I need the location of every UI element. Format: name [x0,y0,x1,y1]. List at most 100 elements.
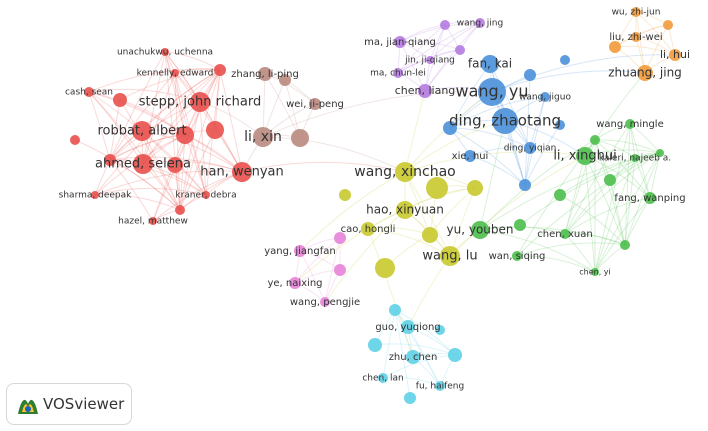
edge [74,139,181,211]
node-label: li, xin [244,129,282,145]
edge [519,152,661,226]
node-label: zhuang, jing [608,66,682,80]
edge [479,229,596,273]
node [368,338,382,352]
node-label: ma, jian-qiang [364,37,436,48]
node [604,174,616,186]
node-label: wei, ji-peng [286,99,344,110]
edge [479,120,506,231]
node [560,229,570,239]
node [435,381,445,391]
edge [94,194,181,211]
edge [164,51,207,196]
node [422,227,438,243]
node-label: ye, naixing [267,278,322,289]
edge [559,194,626,246]
node [524,142,536,154]
node [175,205,185,215]
edge [449,127,531,149]
node [440,20,450,30]
node [132,121,152,141]
node [554,189,566,201]
edge [594,139,626,246]
node [404,392,416,404]
node-label: wang, yu [456,82,529,101]
node [418,84,432,98]
node [149,217,157,225]
edge [109,159,207,196]
edge [564,123,631,235]
node [631,7,641,17]
node [492,108,518,134]
edge [382,309,396,379]
node [467,180,483,196]
node [253,127,273,147]
edge [594,197,651,273]
node [401,320,415,334]
edge [524,96,546,186]
edge [564,152,661,235]
edge [109,159,154,222]
node [464,150,476,162]
node-label: chen, lan [362,374,403,384]
node [190,92,210,112]
edge [479,226,626,246]
node [378,373,388,383]
edge [516,255,596,273]
edge [629,123,651,199]
edge [564,157,636,235]
node-label: cao, hongli [341,224,396,235]
edge [94,187,207,196]
edge [594,123,631,273]
node [334,264,346,276]
edge [174,69,221,166]
edge [142,51,166,165]
edge [524,74,531,186]
node [475,18,485,28]
node [609,41,621,53]
node [320,297,330,307]
node-label: cash, sean [65,88,113,98]
node-label: li, hui [660,48,690,61]
node [637,65,653,81]
node [394,36,406,48]
edge [88,91,181,211]
node-label: wan, siqing [489,251,546,262]
node-label: wang, xinchao [354,164,455,180]
node-label: wang, jing [457,19,503,29]
edge [109,72,176,161]
edge [174,72,181,211]
edge [559,152,661,196]
node-label: xie, hui [452,151,489,162]
node-label: fang, wanping [614,193,685,204]
edge [479,139,596,231]
node [393,68,403,78]
node [133,154,153,174]
edge [397,24,446,74]
node [656,149,664,157]
node [91,191,99,199]
node-label: ahmed, selena [95,157,191,172]
edge [491,54,676,93]
node-label: ma, chun-lei [370,69,426,79]
edge [424,22,481,92]
node [334,232,346,244]
node [631,154,639,162]
node-label: yang, jiangfan [264,246,335,257]
node [478,78,506,106]
nodes [70,7,681,404]
node [426,177,448,199]
node [161,48,169,56]
edge [584,72,646,157]
edge [88,68,221,93]
edge [179,101,201,211]
node [524,69,536,81]
node [440,246,460,266]
logo-box[interactable]: VOSviewer [6,383,132,425]
edge [516,242,626,257]
edge [88,88,201,103]
node [395,162,415,182]
node-label: chen, xuan [537,229,592,240]
node [389,304,401,316]
